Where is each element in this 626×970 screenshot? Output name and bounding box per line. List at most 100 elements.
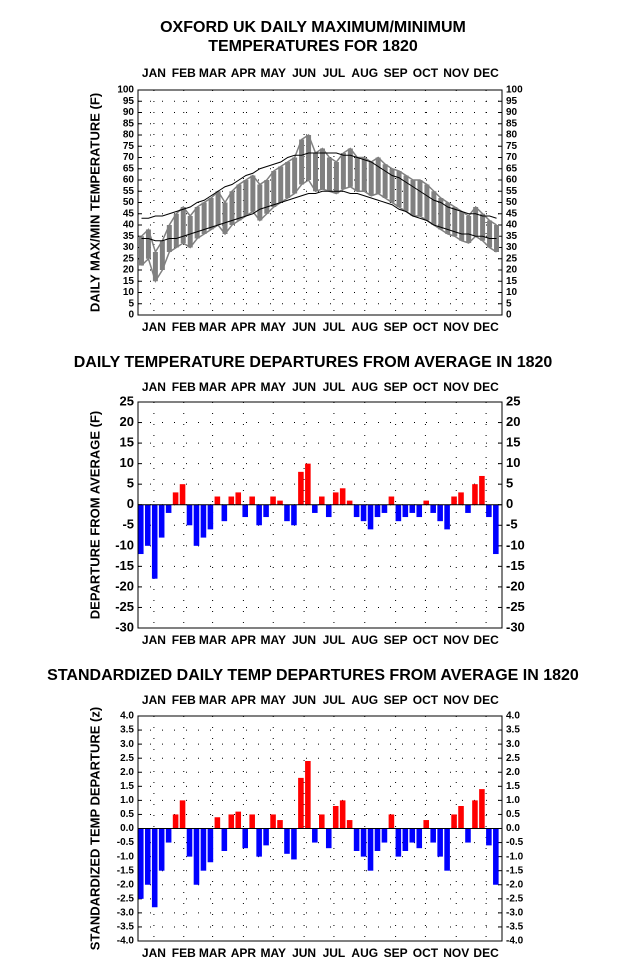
bar [158,828,165,871]
x-tick-label: JUN [292,693,316,707]
y-tick-label-right: 25 [506,393,520,408]
bar [179,800,186,829]
y-tick-label: -1.5 [117,865,135,876]
bar [367,504,374,530]
bar [430,828,436,843]
y-tick-label: -15 [115,558,134,573]
bar [472,800,478,829]
bar [298,777,304,829]
bar [493,504,499,555]
y-tick-label: 15 [120,435,134,450]
plot-frame [137,89,503,316]
x-tick-label: SEP [384,66,408,80]
y-tick-label-right: 20 [506,265,518,276]
y-tick-label: 20 [123,265,135,276]
bar [486,504,492,518]
x-tick-label-bottom: SEP [384,320,408,334]
y-tick-label-right: -5 [506,517,518,532]
y-tick-label: 2.5 [120,753,134,764]
y-tick-label: 5 [127,476,134,491]
bar [138,828,144,899]
bar [325,504,332,518]
x-tick-label: AUG [351,66,378,80]
y-tick-label-right: -1.5 [506,865,524,876]
x-tick-label: MAY [260,693,286,707]
y-tick-label-right: 5 [506,298,512,309]
y-tick-label-right: 35 [506,231,518,242]
y-tick-label-right: 25 [506,253,518,264]
y-tick-label: -25 [115,599,134,614]
y-tick-label: 15 [123,276,135,287]
bar [284,504,290,522]
bar [437,828,443,857]
bar [437,504,443,522]
x-tick-label-bottom: OCT [413,320,439,334]
x-tick-label-bottom: APR [231,320,257,334]
y-tick-label: -4.0 [117,936,135,947]
bar [165,504,172,513]
plot-frame [137,715,503,942]
bar [367,828,374,871]
y-tick-label-right: 10 [506,455,520,470]
bar [374,828,381,851]
bar [305,463,311,505]
bar [214,817,221,829]
y-tick-label-right: -4.0 [506,936,524,947]
x-tick-label: MAY [260,66,286,80]
x-tick-label: JAN [142,380,166,394]
y-tick-label-right: -20 [506,578,525,593]
x-tick-label-bottom: JUN [292,320,316,334]
y-tick-label: 40 [123,220,135,231]
x-tick-label-bottom: JUL [323,633,346,647]
y-tick-label-right: 40 [506,220,518,231]
y-tick-label-right: 100 [506,85,523,96]
bar [409,828,416,843]
y-tick-label: -20 [115,578,134,593]
y-tick-label-right: 2.5 [506,753,520,764]
x-tick-label: MAR [199,380,227,394]
bar [284,828,290,854]
y-tick-label: 3.5 [120,725,134,736]
bar [319,496,325,505]
y-tick-label: 100 [117,85,134,96]
bar [263,828,269,846]
x-tick-label-bottom: APR [231,633,257,647]
y-tick-label: 30 [123,242,135,253]
y-tick-label: 35 [123,231,135,242]
x-tick-label-bottom: MAR [199,320,227,334]
bar [144,828,151,885]
y-tick-label: 2.0 [120,767,134,778]
x-tick-label: OCT [413,693,439,707]
x-tick-label-bottom: OCT [413,633,439,647]
y-tick-label: -1.0 [117,851,135,862]
y-tick-label-right: 90 [506,107,518,118]
x-tick-label: DEC [473,66,499,80]
y-tick-label-right: 65 [506,163,518,174]
y-tick-label-right: 4.0 [506,711,520,722]
bar [312,504,318,513]
bar [207,828,214,863]
bar [179,484,186,505]
x-tick-label-bottom: NOV [443,320,469,334]
plot-frame [137,401,503,629]
y-tick-label-right: 15 [506,276,518,287]
x-tick-label: JUN [292,380,316,394]
y-tick-label-right: -25 [506,599,525,614]
bar [186,828,193,857]
bar [291,504,297,526]
y-tick-label-right: 0.0 [506,823,520,834]
bar [395,828,402,857]
x-tick-label: JUN [292,66,316,80]
x-tick-label: MAY [260,380,286,394]
bar [479,789,485,829]
bar [479,475,485,505]
bar [193,504,200,546]
y-tick-label-right: 95 [506,96,518,107]
bar [298,471,304,505]
bar [249,814,255,829]
x-tick-label-bottom: DEC [473,633,499,647]
x-tick-label-bottom: OCT [413,946,439,960]
bar [451,814,457,829]
chart-title: DAILY TEMPERATURE DEPARTURES FROM AVERAG… [74,354,553,371]
bar [458,492,464,505]
